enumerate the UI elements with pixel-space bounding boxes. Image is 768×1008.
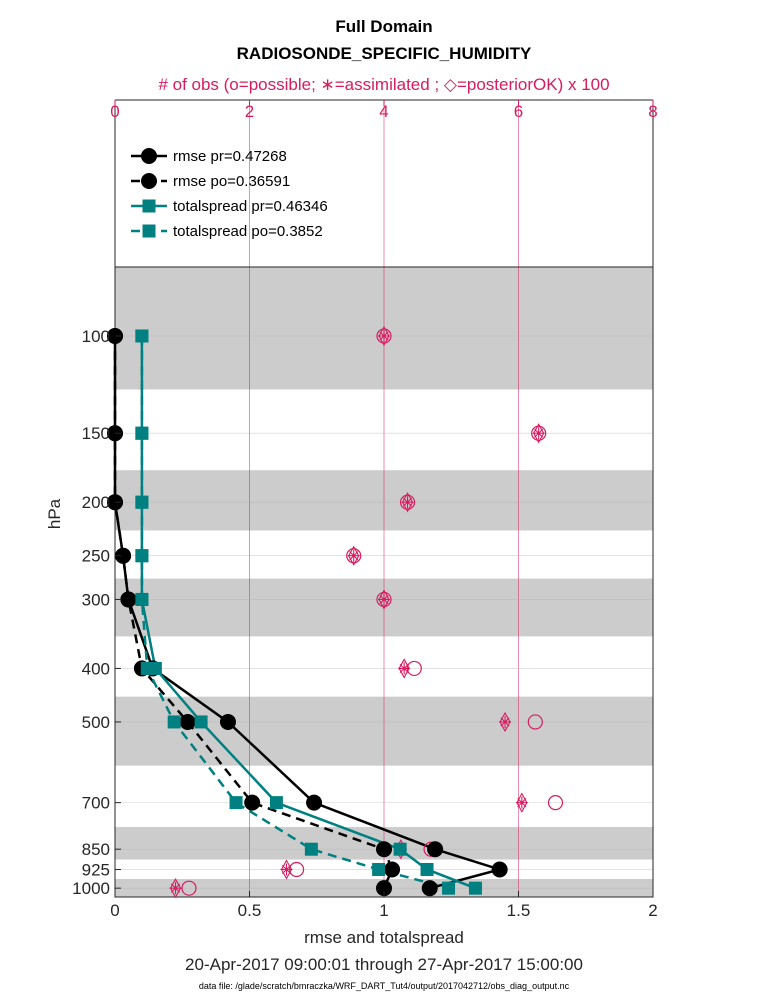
obs-possible-marker [547, 795, 564, 811]
series-point [179, 713, 196, 730]
series-point [135, 495, 149, 509]
series-point [167, 715, 181, 729]
series-point [491, 861, 508, 878]
legend-marker [141, 173, 157, 189]
data-file-footer: data file: /glade/scratch/bmraczka/WRF_D… [199, 981, 570, 991]
series-point [229, 796, 243, 810]
series-point [219, 713, 236, 730]
obs-possible-marker [376, 591, 392, 608]
obs-posteriorok-marker [401, 492, 414, 513]
series-point [376, 880, 392, 897]
series-point [306, 794, 323, 811]
obs-posteriorok-marker [378, 589, 390, 610]
obs-posteriorok-marker [398, 658, 410, 679]
chart-title: Full Domain [335, 17, 432, 36]
obs-assimilated-marker [347, 549, 360, 562]
obs-assimilated-marker [378, 593, 390, 606]
obs-assimilated-marker [499, 715, 512, 728]
obs-posteriorok-marker [533, 423, 545, 444]
legend-label: totalspread pr=0.46346 [173, 198, 328, 215]
legend-marker [142, 224, 156, 238]
axis-ticks: 0 0.5 1 1.5 2 0 2 4 6 8 100 150 200 250 300 400 500 700 85… [72, 100, 658, 920]
obs-assimilated-marker [169, 882, 182, 895]
x-axis-label: rmse and totalspread [304, 928, 464, 947]
series-point [194, 715, 208, 729]
series-point [244, 794, 261, 811]
series-point [135, 329, 149, 343]
series-point [135, 592, 149, 606]
obs-posteriorok-marker [280, 859, 293, 880]
x-tick-label: 1 [379, 901, 388, 920]
top-tick-label: 4 [379, 102, 388, 121]
y-tick-label: 300 [82, 590, 110, 609]
series-point [135, 549, 149, 563]
legend-label: rmse pr=0.47268 [173, 148, 287, 165]
top-axis-label: # of obs (o=possible; ∗=assimilated ; ◇=… [158, 75, 609, 94]
series-point [393, 842, 407, 856]
series-markers [107, 327, 508, 897]
obs-assimilated-marker [515, 796, 528, 809]
obs-posteriorok-marker [499, 711, 511, 733]
obs-assimilated-marker [401, 496, 414, 509]
y-tick-label: 100 [82, 327, 110, 346]
obs-possible-marker [399, 494, 416, 510]
obs-possible-marker [527, 714, 543, 730]
y-tick-label: 925 [82, 860, 110, 879]
obs-assimilated-marker [398, 662, 411, 675]
top-tick-label: 0 [110, 102, 119, 121]
series-point [269, 796, 283, 810]
x-tick-label: 1.5 [507, 901, 531, 920]
legend-marker [141, 148, 157, 164]
y-tick-label: 1000 [72, 879, 110, 898]
legend-label: totalspread po=0.3852 [173, 223, 323, 240]
series-point [135, 426, 149, 440]
chart-subtitle: RADIOSONDE_SPECIFIC_HUMIDITY [237, 44, 532, 63]
series-point [304, 842, 318, 856]
obs-posteriorok-marker [169, 878, 182, 899]
obs-possible-marker [376, 328, 392, 344]
series-point [372, 862, 386, 876]
y-tick-label: 150 [82, 424, 110, 443]
series-point [442, 881, 456, 895]
series-point [115, 547, 132, 564]
obs-possible-marker [531, 425, 547, 441]
series-point [420, 862, 434, 876]
top-tick-label: 2 [245, 102, 254, 121]
x-tick-label: 0.5 [238, 901, 262, 920]
obs-possible-marker [346, 548, 362, 564]
series-point [140, 661, 154, 675]
x-tick-label: 2 [648, 901, 657, 920]
y-tick-label: 850 [82, 840, 110, 859]
legend: rmse pr=0.47268 rmse po=0.36591 totalsprea… [131, 148, 328, 240]
y-tick-label: 500 [82, 713, 110, 732]
obs-posteriorok-marker [516, 792, 528, 813]
y-tick-label: 250 [82, 547, 110, 566]
y-axis-label: hPa [45, 498, 64, 529]
y-tick-label: 200 [82, 493, 110, 512]
series-point [384, 861, 401, 878]
obs-assimilated-marker [378, 329, 390, 342]
y-tick-label: 400 [82, 659, 110, 678]
top-tick-label: 6 [514, 102, 523, 121]
series-point [468, 881, 482, 895]
obs-assimilated-marker [280, 863, 293, 876]
legend-marker [142, 199, 156, 213]
date-range: 20-Apr-2017 09:00:01 through 27-Apr-2017… [185, 955, 583, 974]
obs-posteriorok-marker [378, 325, 390, 347]
top-tick-label: 8 [648, 102, 657, 121]
obs-posteriorok-marker [348, 545, 360, 566]
x-tick-label: 0 [110, 901, 119, 920]
legend-label: rmse po=0.36591 [173, 173, 290, 190]
series-point [376, 841, 392, 858]
y-tick-label: 700 [82, 794, 110, 813]
obs-assimilated-marker [532, 427, 545, 440]
obs-possible-marker [181, 880, 197, 896]
series-point [120, 591, 137, 608]
series-point [421, 880, 438, 897]
series-point [427, 841, 444, 858]
